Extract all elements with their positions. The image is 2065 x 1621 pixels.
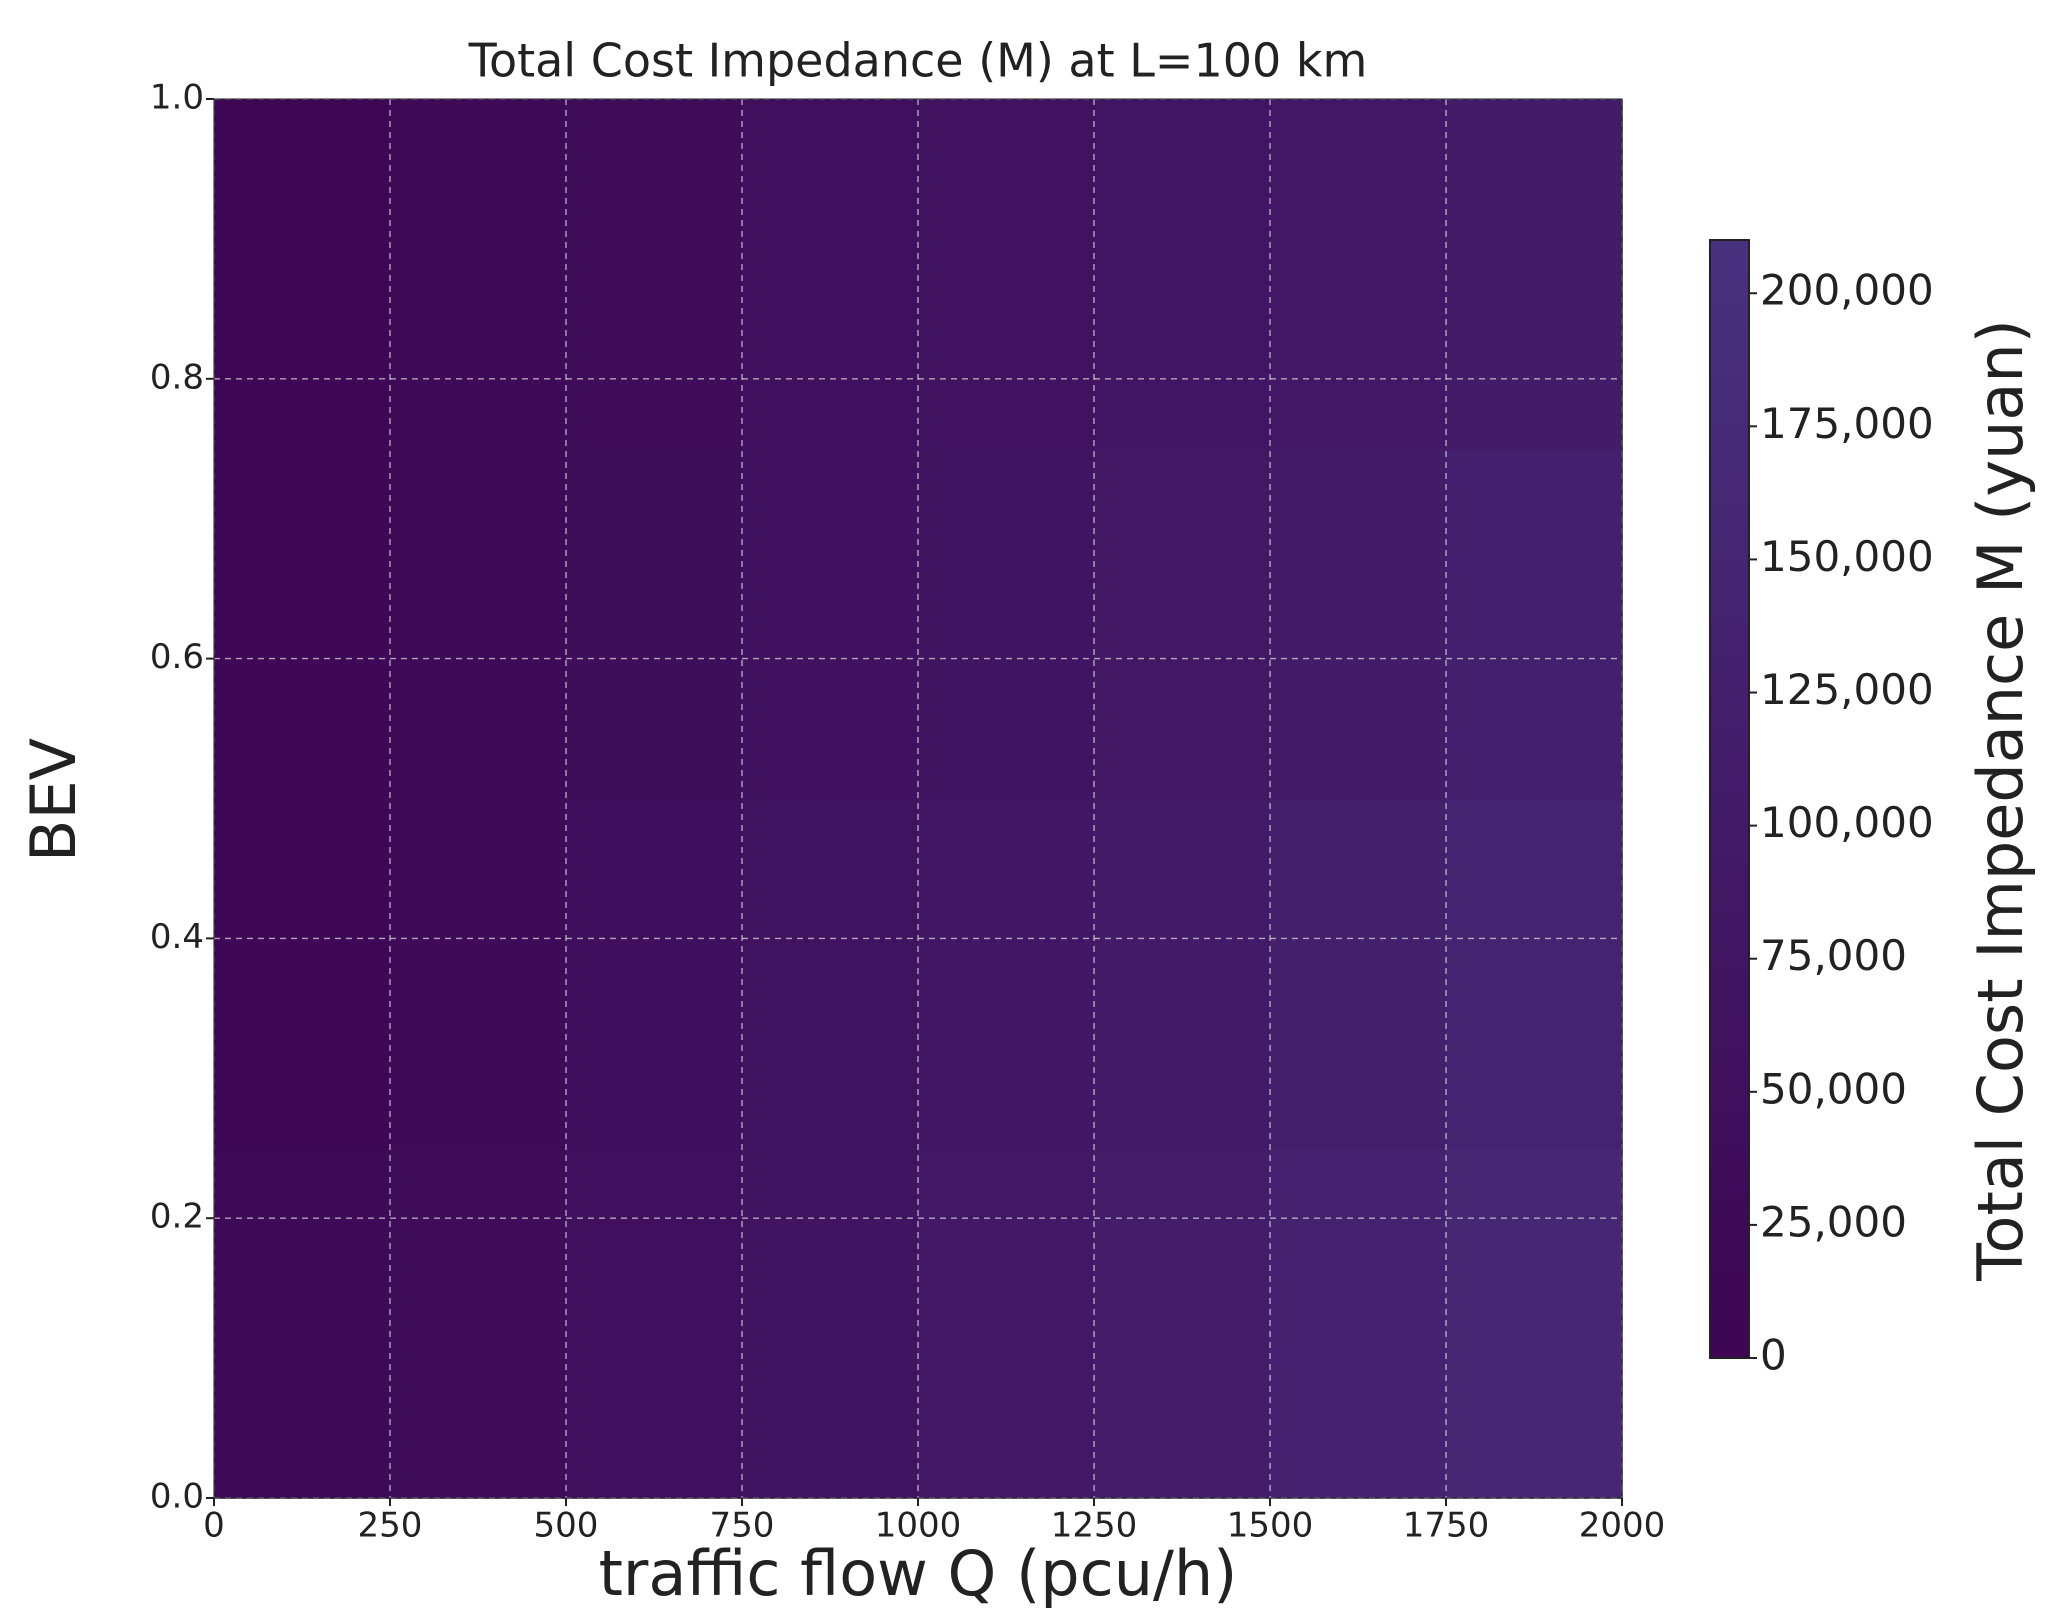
colorbar-tick-label: 175,000 [1760, 399, 1934, 448]
y-tick-label: 0.0 [150, 1477, 204, 1517]
x-tick-label: 1750 [1403, 1506, 1490, 1546]
x-tick-label: 500 [534, 1506, 599, 1546]
heatmap-cell [918, 99, 1095, 450]
colorbar-tick-label: 75,000 [1760, 931, 1907, 980]
heatmap-cell [390, 448, 567, 800]
colorbar [1709, 239, 1750, 1359]
heatmap-cell [742, 99, 919, 450]
heatmap-cell [1094, 448, 1271, 800]
heatmap-cell [918, 798, 1095, 1150]
x-tick-label: 0 [203, 1506, 225, 1546]
chart-title: Total Cost Impedance (M) at L=100 km [468, 34, 1368, 88]
heatmap-cell [1270, 99, 1447, 450]
heatmap-cell [214, 99, 391, 450]
heatmap-cell [566, 798, 743, 1150]
heatmap-cell [1446, 1148, 1623, 1499]
heatmap-cell [1094, 798, 1271, 1150]
heatmap-cell [742, 798, 919, 1150]
x-tick-label: 1000 [875, 1506, 962, 1546]
heatmap [214, 99, 1623, 1499]
heatmap-cell [566, 1148, 743, 1499]
x-tick-label: 2000 [1579, 1506, 1666, 1546]
x-axis-label: traffic flow Q (pcu/h) [599, 1537, 1238, 1610]
colorbar-tick-label: 0 [1760, 1331, 1787, 1380]
colorbar-tick-label: 150,000 [1760, 532, 1934, 581]
heatmap-cell [1446, 448, 1623, 800]
colorbar-tick-label: 200,000 [1760, 266, 1934, 315]
heatmap-cell [742, 448, 919, 800]
colorbar-tick-label: 25,000 [1760, 1197, 1907, 1246]
heatmap-cell [1270, 798, 1447, 1150]
heatmap-cell [1094, 99, 1271, 450]
heatmap-cell [918, 448, 1095, 800]
heatmap-cell [390, 99, 567, 450]
colorbar-label: Total Cost Impedance M (yuan) [1964, 319, 2037, 1282]
heatmap-cell [214, 448, 391, 800]
heatmap-cell [1094, 1148, 1271, 1499]
heatmap-cell [1446, 99, 1623, 450]
x-tick-label: 1500 [1227, 1506, 1314, 1546]
heatmap-cell [390, 798, 567, 1150]
heatmap-cell [214, 798, 391, 1150]
heatmap-cell [390, 1148, 567, 1499]
x-tick-label: 1250 [1051, 1506, 1138, 1546]
heatmap-cell [742, 1148, 919, 1499]
heatmap-cell [918, 1148, 1095, 1499]
heatmap-cell [566, 448, 743, 800]
y-tick-label: 0.8 [150, 357, 204, 397]
plot-frame [213, 98, 1623, 1499]
heatmap-cell [1270, 1148, 1447, 1499]
y-tick-label: 0.2 [150, 1197, 204, 1237]
heatmap-cell [1446, 798, 1623, 1150]
y-tick-label: 0.4 [150, 917, 204, 957]
colorbar-tick-label: 100,000 [1760, 798, 1934, 847]
heatmap-cell [566, 99, 743, 450]
heatmap-cell [1270, 448, 1447, 800]
colorbar-tick-label: 50,000 [1760, 1064, 1907, 1113]
heatmap-cell [214, 1148, 391, 1499]
y-tick-label: 0.6 [150, 637, 204, 677]
colorbar-tick-label: 125,000 [1760, 665, 1934, 714]
y-tick-label: 1.0 [150, 78, 204, 118]
x-tick-label: 250 [358, 1506, 423, 1546]
y-axis-label: BEV [17, 738, 90, 862]
x-tick-label: 750 [710, 1506, 775, 1546]
